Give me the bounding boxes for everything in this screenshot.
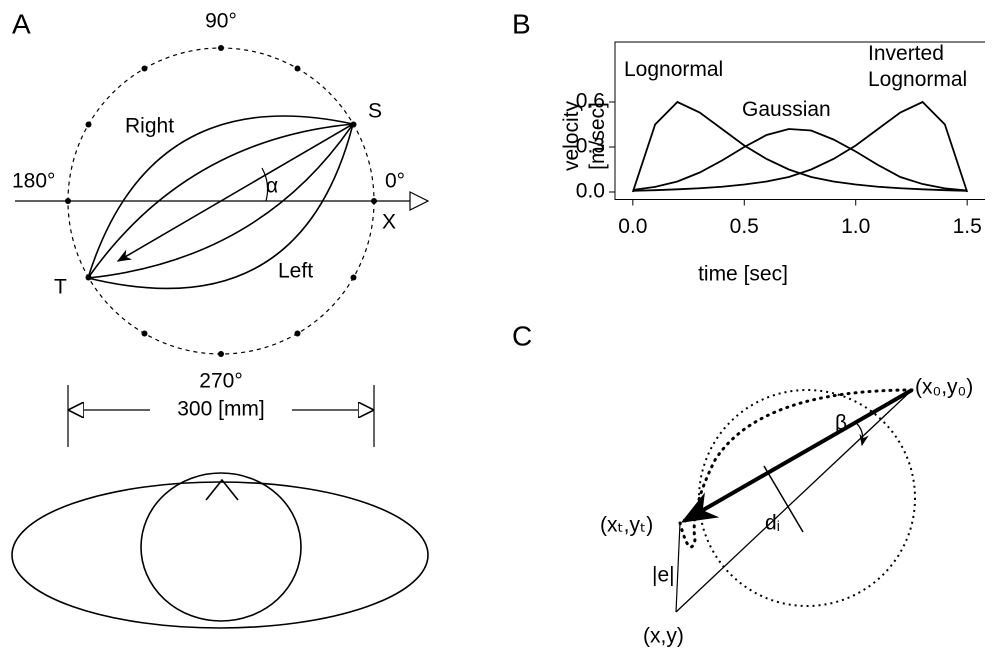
x-tick-label: 1.5 xyxy=(953,215,982,238)
axis-label: X xyxy=(382,211,396,234)
angle-label: 0° xyxy=(385,170,405,193)
dot xyxy=(141,330,148,337)
right-curve-inner xyxy=(87,123,354,279)
panel-label: B xyxy=(512,8,531,39)
point-label: (xₜ,yₜ) xyxy=(600,514,653,537)
point-label: (x₀,y₀) xyxy=(915,376,973,399)
left-curve-outer xyxy=(87,123,354,290)
series-line xyxy=(632,100,969,193)
chord-arrow xyxy=(116,123,354,262)
point-label: T xyxy=(54,276,67,299)
x-tick-label: 0.0 xyxy=(618,215,647,238)
x-axis-title: time [sec] xyxy=(698,263,788,286)
target-line xyxy=(675,389,913,613)
y-axis-title: velocity [m/sec] xyxy=(560,100,609,172)
dot xyxy=(85,274,92,281)
panel-c-drawing xyxy=(675,388,916,613)
series-label: Gaussian xyxy=(742,98,831,121)
error-label: |e| xyxy=(652,564,675,587)
dot xyxy=(294,65,301,72)
x-tick-label: 0.5 xyxy=(730,215,759,238)
angle-label: 270° xyxy=(199,370,242,393)
angle-label: 90° xyxy=(205,10,237,33)
series-label: Lognormal xyxy=(624,58,724,81)
angle-dots xyxy=(65,45,377,357)
series-line xyxy=(632,128,968,192)
angle-symbol: β xyxy=(835,412,847,435)
table-outline xyxy=(11,481,429,629)
dot xyxy=(218,351,224,357)
trajectory xyxy=(678,388,914,549)
panel-label: A xyxy=(12,8,31,39)
panel-label: C xyxy=(512,320,532,351)
x-tick-label: 1.0 xyxy=(841,215,870,238)
dot xyxy=(218,45,224,51)
dot xyxy=(85,121,92,128)
dot xyxy=(141,65,148,72)
direction-label: Left xyxy=(278,260,313,283)
distance-label: dᵢ xyxy=(765,512,780,535)
point-label: (x,y) xyxy=(643,625,684,648)
beta-arc xyxy=(854,421,869,447)
y-tick-label: 0.0 xyxy=(576,180,605,203)
alpha-arc xyxy=(261,167,269,202)
panel-a-drawing xyxy=(11,47,430,629)
angle-label: 180° xyxy=(12,170,55,193)
right-curve-outer xyxy=(87,115,354,279)
x-axis-arrow xyxy=(409,191,430,211)
dot xyxy=(65,198,71,204)
movement-arrow xyxy=(680,388,913,523)
error-line xyxy=(675,522,681,613)
left-curve-inner xyxy=(87,123,354,279)
dot xyxy=(371,198,377,204)
dimension-label: 300 [mm] xyxy=(177,398,265,421)
angle-symbol: α xyxy=(266,175,278,198)
direction-label: Right xyxy=(125,115,174,138)
distance-line xyxy=(763,465,804,533)
y-tick-label: 0.3 xyxy=(576,135,605,158)
dot xyxy=(350,121,357,128)
subject-outline xyxy=(140,472,302,622)
nose-outline xyxy=(205,478,239,501)
series-label: Inverted Lognormal xyxy=(868,42,968,91)
target-circle xyxy=(698,389,916,607)
plot-frame xyxy=(614,41,985,200)
dot xyxy=(350,274,357,281)
y-tick-label: 0.6 xyxy=(576,90,605,113)
point-label: S xyxy=(368,100,382,123)
dot xyxy=(294,330,301,337)
